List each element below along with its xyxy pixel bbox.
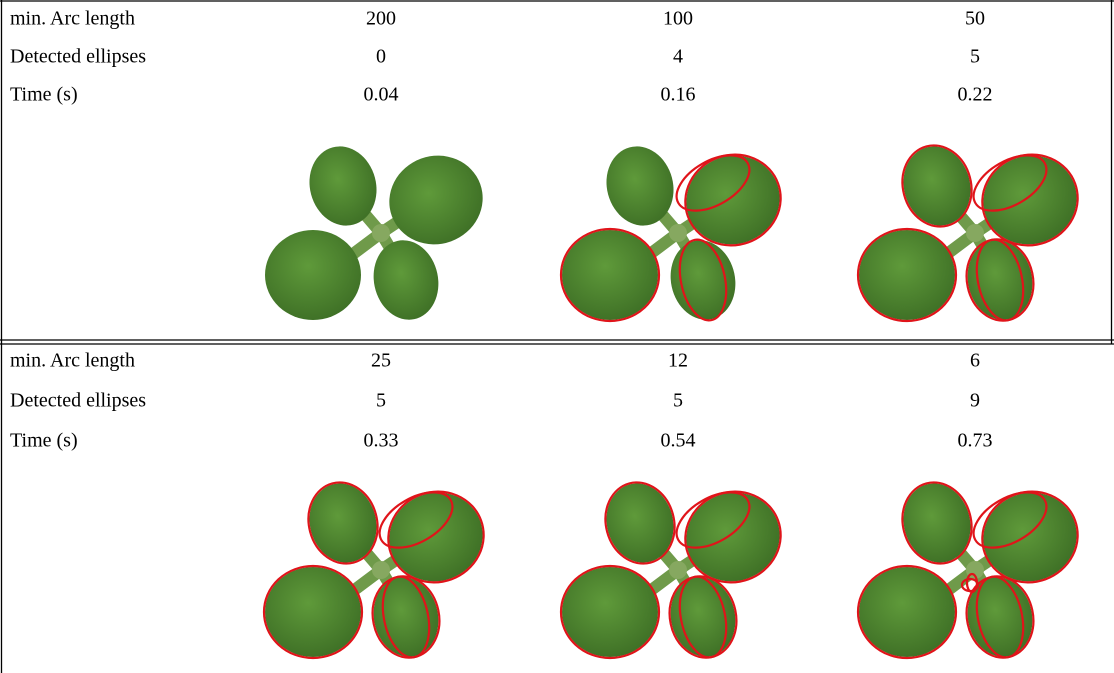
cell-value: 12	[668, 350, 688, 372]
cell-value: 0.16	[661, 84, 696, 106]
row-label: min. Arc length	[10, 8, 135, 30]
plant-image	[264, 475, 496, 664]
plant-image	[561, 139, 793, 326]
cell-value: 0.33	[364, 430, 399, 452]
cell-value: 0.22	[958, 84, 993, 106]
row-label: Time (s)	[10, 84, 78, 106]
plant-image	[858, 138, 1090, 327]
cell-value: 5	[376, 390, 386, 412]
cell-value: 5	[970, 46, 980, 68]
cell-value: 0.73	[958, 430, 993, 452]
cell-value: 5	[673, 390, 683, 412]
cell-value: 50	[965, 8, 985, 30]
cell-value: 6	[970, 350, 980, 372]
row-label: min. Arc length	[10, 350, 135, 372]
plant-image	[561, 475, 793, 664]
cell-value: 9	[970, 390, 980, 412]
cell-value: 4	[673, 46, 683, 68]
row-label: Detected ellipses	[10, 46, 146, 68]
cell-value: 100	[663, 8, 693, 30]
plant-image	[265, 139, 495, 326]
cell-value: 0.04	[364, 84, 399, 106]
row-label: Time (s)	[10, 430, 78, 452]
cell-value: 200	[366, 8, 396, 30]
cell-value: 0.54	[661, 430, 696, 452]
cell-value: 25	[371, 350, 391, 372]
row-label: Detected ellipses	[10, 390, 146, 412]
plant-image	[858, 475, 1090, 664]
cell-value: 0	[376, 46, 386, 68]
